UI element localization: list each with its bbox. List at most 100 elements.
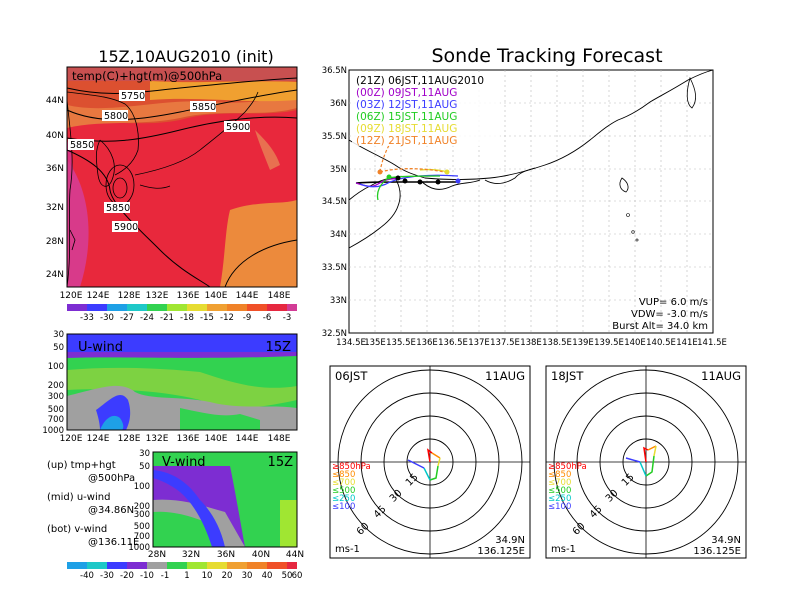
colorbar-tick: 40 [262,571,273,581]
legend-mid: (mid) u-wind [47,492,110,503]
lat-tick: 36N [217,550,235,560]
hodo-time: 18JST [551,369,584,383]
colorbar-tick: -10 [140,571,154,581]
p-tick: 30 [139,449,150,459]
hodo-date: 11AUG [485,369,525,383]
lon-tick: 136E [177,434,200,444]
lon-tick: 140E [205,291,228,301]
track-lon-ticks: 134.5E 135E 135.5E 136E 136.5E 137E 137.… [336,338,727,348]
hodo-lat: 34.9N [711,535,741,546]
lat-tick: 32.5N [322,329,347,339]
vwind-panel: V-wind 15Z [152,451,298,548]
lon-tick: 144E [236,434,259,444]
map500-lon-ticks: 120E 124E 128E 132E 136E 140E 144E 148E [60,291,291,301]
uwind-lon-ticks: 120E 124E 128E 132E 136E 140E 144E 148E [60,434,291,444]
map500-panel: temp(C)+hgt(m)@500hPa 5750 5800 5850 585… [66,66,298,288]
p-tick: 100 [48,362,64,372]
contour-label: 5900 [114,222,138,233]
hodo-trace [407,448,441,481]
wind-colorbar: -40 -30 -20 -10 -1 1 10 20 30 40 50 60 [67,562,302,581]
p-tick: 50 [139,462,150,472]
lon-tick: 137E [468,338,490,348]
p-tick: 100 [134,482,150,492]
lat-tick: 36N [330,99,347,109]
lon-tick: 136.5E [438,338,468,348]
flight-params: VUP= 6.0 m/s VDW= -3.0 m/s Burst Alt= 34… [612,297,708,332]
lat-tick: 44N [46,96,64,106]
level-legend: ≥850hPa ≤850 ≤700 ≤500 ≤250 ≤100 [332,462,371,512]
hodo-date: 11AUG [701,369,741,383]
tracks [355,139,461,201]
colorbar-tick: -33 [80,313,94,323]
legend-up: (up) tmp+hgt [47,460,116,471]
legend-bot: (bot) v-wind [47,524,107,535]
launch-label: (21Z) 06JST,11AUG2010 [356,75,484,87]
uwind-panel: U-wind 15Z [66,333,298,431]
p-tick: 500 [134,522,150,532]
panel-legend: (up) tmp+hgt @500hPa (mid) u-wind @34.86… [47,460,139,548]
launch-label: (09Z) 18JST,11AUG [356,123,457,135]
launch-label: (12Z) 21JST,11AUG [356,135,457,147]
hodo-lon: 136.125E [477,546,525,557]
lat-tick: 33.5N [322,263,347,273]
lat-tick: 44N [286,550,304,560]
colorbar-tick: 10 [202,571,213,581]
lon-tick: 135.5E [386,338,416,348]
lon-tick: 148E [268,434,291,444]
level-label: ≤100 [332,502,355,512]
level-legend: ≥850hPa ≤850 ≤700 ≤500 ≤250 ≤100 [548,462,587,512]
colorbar-tick: -1 [161,571,169,581]
map500-lat-ticks: 44N 40N 36N 32N 28N 24N [46,96,64,280]
uwind-label: U-wind [78,340,123,355]
p-tick: 700 [48,415,64,425]
lat-tick: 28N [148,550,166,560]
colorbar-tick: 60 [292,571,303,581]
lon-tick: 136E [416,338,438,348]
lat-tick: 34.5N [322,197,347,207]
track-map: (21Z) 06JST,11AUG2010 (00Z) 09JST,11AUG … [348,69,714,334]
hodo-time: 06JST [335,369,368,383]
colorbar-tick: 30 [242,571,253,581]
p-tick: 500 [48,405,64,415]
p-tick: 200 [48,381,64,391]
level-label: ≥850hPa [548,462,587,472]
vwind-label: V-wind [162,455,206,470]
lon-tick: 124E [87,434,110,444]
burst-alt-value: Burst Alt= 34.0 km [612,321,708,332]
legend-mid-lat: @34.86N [88,505,134,516]
lon-tick: 141.5E [697,338,727,348]
lon-tick: 137.5E [490,338,520,348]
contour-label: 5750 [121,91,145,102]
launch-legend: (21Z) 06JST,11AUG2010 (00Z) 09JST,11AUG … [356,75,484,147]
colorbar-tick: -21 [160,313,174,323]
contour-label: 5900 [226,122,250,133]
lon-tick: 140E [205,434,228,444]
level-label: ≤250 [332,494,355,504]
hodograph-06jst: 06JST 11AUG 15 30 45 60 ≥850hPa ≤850 ≤70… [329,365,531,559]
level-label: ≥850hPa [332,462,371,472]
colorbar-tick: -24 [140,313,154,323]
level-label: ≤500 [548,486,571,496]
lon-tick: 132E [146,434,169,444]
p-tick: 50 [53,343,64,353]
lon-tick: 120E [60,434,83,444]
colorbar-tick: -27 [120,313,134,323]
legend-bot-lon: @136.11E [88,537,139,548]
p-tick: 1000 [42,426,64,436]
contour-label: 5800 [104,111,128,122]
vwind-p-ticks: 30 50 100 200 300 500 700 1000 [128,449,150,553]
vwind-lat-ticks: 28N 32N 36N 40N 44N [148,550,304,560]
lon-tick: 139.5E [594,338,624,348]
colorbar-tick: -18 [180,313,194,323]
colorbar-tick: -30 [100,313,114,323]
hodo-lat: 34.9N [495,535,525,546]
lat-tick: 40N [252,550,270,560]
lat-tick: 32N [46,203,64,213]
lat-tick: 33N [330,296,347,306]
contour-label: 5850 [70,140,94,151]
p-tick: 200 [134,502,150,512]
level-label: ≤700 [332,478,355,488]
lon-tick: 135E [364,338,386,348]
lon-tick: 128E [118,434,141,444]
lon-tick: 124E [87,291,110,301]
